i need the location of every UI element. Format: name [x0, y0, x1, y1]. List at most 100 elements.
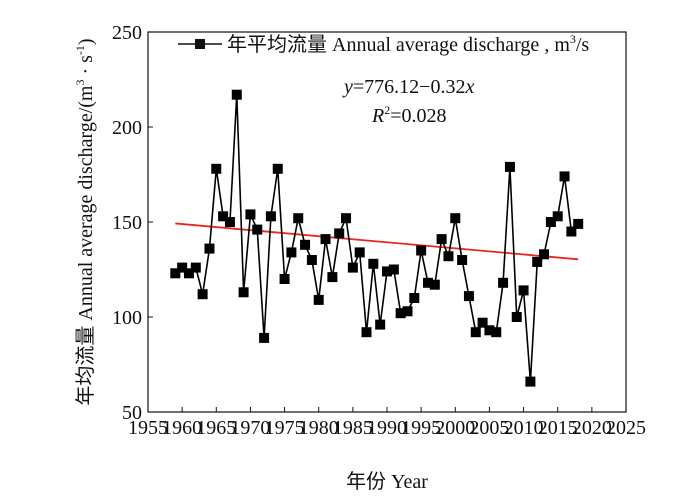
- r-squared: R2=0.028: [371, 103, 447, 127]
- data-point: [566, 226, 577, 237]
- data-point: [504, 161, 515, 172]
- y-tick-label: 50: [122, 402, 142, 424]
- data-point: [265, 211, 276, 222]
- data-point: [477, 317, 488, 328]
- data-point: [436, 234, 447, 245]
- data-point: [559, 171, 570, 182]
- data-point: [218, 211, 229, 222]
- data-point: [361, 327, 372, 338]
- legend-label-sup: 3: [570, 32, 576, 46]
- y-axis-ticks: 50 100 150 200 250: [112, 22, 153, 424]
- data-point: [484, 325, 495, 336]
- eq-rest: =776.12−0.32: [353, 76, 466, 98]
- data-point: [573, 218, 584, 229]
- x-tick-label: 1955: [128, 417, 168, 439]
- data-point: [334, 228, 345, 239]
- r-sup: 2: [384, 103, 390, 117]
- data-point: [170, 268, 181, 279]
- regression-equation: y=776.12−0.32x: [342, 76, 474, 98]
- x-tick-label: 1990: [367, 417, 407, 439]
- data-point: [272, 163, 283, 174]
- eq-y-var: y: [342, 76, 353, 98]
- x-tick-label: 2005: [469, 417, 509, 439]
- data-point: [416, 245, 427, 256]
- data-point: [450, 213, 461, 224]
- data-point: [368, 258, 379, 269]
- data-point: [525, 376, 536, 387]
- y-tick-label: 100: [112, 307, 142, 329]
- y-title-end: ): [75, 38, 97, 45]
- data-point: [470, 327, 481, 338]
- x-tick-label: 2010: [504, 417, 544, 439]
- data-point: [224, 217, 235, 227]
- y-title-mid: · s: [75, 55, 97, 80]
- data-point: [429, 279, 440, 290]
- data-point: [177, 262, 188, 273]
- data-point: [320, 234, 331, 245]
- data-point: [552, 211, 563, 222]
- data-point: [238, 287, 249, 298]
- series-line: [174, 94, 579, 382]
- x-tick-label: 1960: [162, 417, 202, 439]
- legend-label: 年平均流量 Annual average discharge , m3/s: [227, 32, 589, 56]
- data-point: [395, 308, 406, 319]
- data-point: [375, 319, 386, 330]
- x-axis-ticks: 1955196019651970197519801985199019952000…: [128, 407, 646, 439]
- x-tick-label: 2000: [435, 417, 475, 439]
- data-point: [382, 266, 392, 277]
- x-tick-label: 2015: [538, 417, 578, 439]
- y-axis-title: 年均流量 Annual average discharge/(m3 · s-1): [73, 38, 97, 405]
- trend-line: [175, 222, 579, 261]
- y-title-sup1: 3: [73, 80, 87, 86]
- data-point: [402, 306, 413, 317]
- data-point: [388, 264, 399, 275]
- x-tick-label: 1985: [333, 417, 373, 439]
- x-tick-label: 1975: [265, 417, 305, 439]
- x-tick-label: 2025: [606, 417, 646, 439]
- data-point: [211, 163, 222, 174]
- data-point: [457, 255, 468, 265]
- data-point: [204, 243, 215, 254]
- r-main: R: [371, 105, 384, 127]
- data-point: [532, 256, 543, 267]
- x-tick-label: 1965: [196, 417, 236, 439]
- data-point: [197, 289, 208, 300]
- data-point: [511, 312, 522, 322]
- data-point: [545, 217, 556, 227]
- data-point: [183, 268, 194, 279]
- data-point: [245, 209, 256, 220]
- data-point: [347, 262, 358, 273]
- y-tick-label: 250: [112, 22, 142, 44]
- x-axis-title: 年份 Year: [346, 470, 428, 493]
- trend-line-group: [175, 222, 579, 261]
- r-rest: =0.028: [390, 105, 446, 127]
- data-point: [463, 291, 474, 302]
- data-point: [259, 332, 270, 343]
- legend-label-end: /s: [576, 34, 590, 56]
- y-title-main: 年均流量 Annual average discharge/(m: [74, 85, 97, 406]
- x-tick-label: 2020: [572, 417, 612, 439]
- data-point: [313, 294, 324, 305]
- data-point: [443, 251, 454, 262]
- data-point: [286, 247, 297, 258]
- data-point: [327, 272, 338, 283]
- data-point: [293, 213, 304, 224]
- x-tick-label: 1995: [401, 417, 441, 439]
- y-tick-label: 200: [112, 117, 142, 139]
- data-point: [279, 274, 290, 284]
- x-tick-label: 1980: [299, 417, 339, 439]
- data-point: [341, 213, 352, 224]
- x-tick-label: 1970: [230, 417, 270, 439]
- data-point: [422, 277, 433, 288]
- data-point: [518, 285, 529, 296]
- data-point: [231, 89, 242, 100]
- data-point: [306, 255, 317, 265]
- data-point: [539, 249, 550, 260]
- eq-x-var: x: [464, 76, 474, 98]
- data-point: [409, 293, 420, 303]
- legend: 年平均流量 Annual average discharge , m3/s: [178, 32, 589, 56]
- legend-label-main: 年平均流量 Annual average discharge , m: [227, 33, 570, 56]
- data-point: [354, 247, 365, 258]
- series-group: [170, 89, 584, 387]
